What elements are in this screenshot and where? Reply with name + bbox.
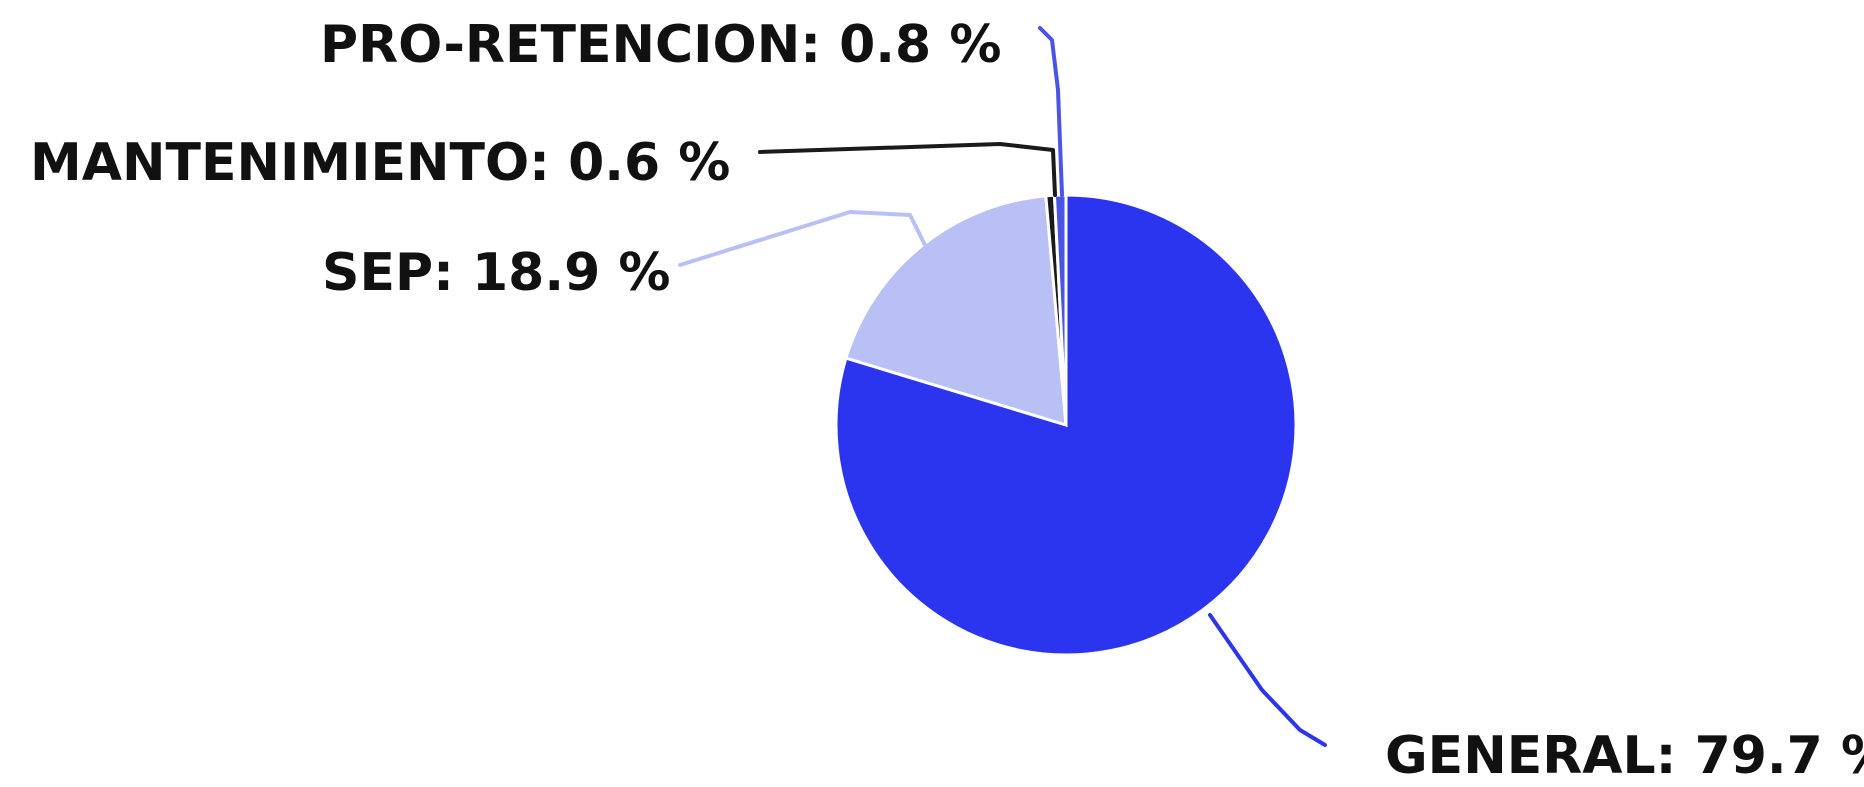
slice-labels: GENERAL: 79.7 % SEP: 18.9 % MANTENIMIENTO:… xyxy=(30,15,1864,786)
leader-line-sep xyxy=(678,210,927,267)
slice-label-pro-retencion: PRO-RETENCION: 0.8 % xyxy=(320,15,1001,75)
leader-line-pro-retencion xyxy=(1038,26,1064,197)
slice-label-sep: SEP: 18.9 % xyxy=(322,243,671,303)
slice-label-general: GENERAL: 79.7 % xyxy=(1385,726,1864,786)
slice-label-mantenimiento: MANTENIMIENTO: 0.6 % xyxy=(30,133,730,193)
pie-slices xyxy=(834,193,1298,657)
pie-slice-sep xyxy=(844,194,1068,428)
leader-line-general xyxy=(1208,613,1327,747)
leader-line-mantenimiento xyxy=(758,142,1057,197)
leader-lines xyxy=(678,26,1327,747)
